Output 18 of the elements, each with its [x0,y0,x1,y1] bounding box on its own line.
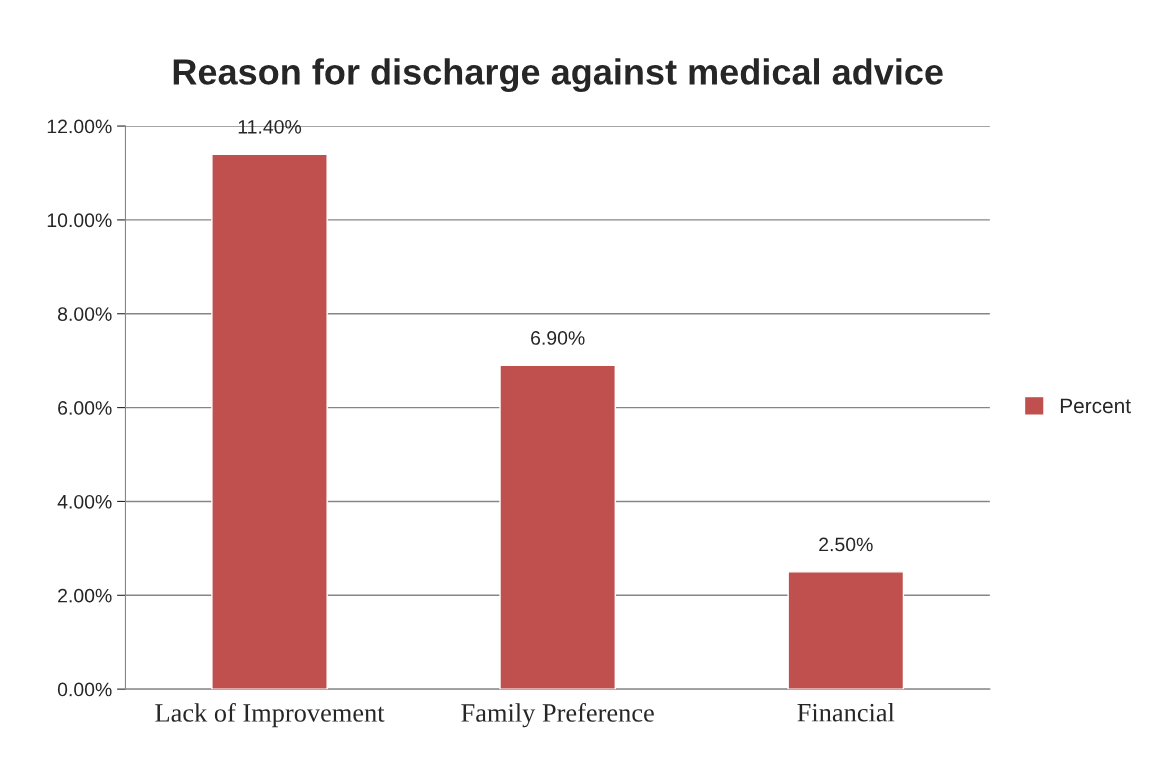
chart-title: Reason for discharge against medical advice [173,58,943,93]
bar [211,153,328,690]
data-label: 6.90% [531,331,585,345]
data-label: 2.50% [819,537,873,552]
bar [787,571,905,690]
legend-label: Percent [1060,398,1131,414]
data-label: 11.40% [238,119,302,134]
y-tick-label: 4.00% [57,494,112,509]
y-tick-label: 8.00% [57,307,112,321]
bar [499,364,616,690]
y-tick-label: 12.00% [47,119,112,134]
y-tick-label: 2.00% [58,588,112,603]
y-tick-label: 6.00% [58,401,112,415]
y-tick-label: 0.00% [57,682,112,697]
x-tick-label: Lack of Improvement [155,703,385,728]
x-tick-label: Financial [797,703,895,722]
x-tick-label: Family Preference [461,703,654,728]
y-tick-label: 10.00% [47,213,112,228]
